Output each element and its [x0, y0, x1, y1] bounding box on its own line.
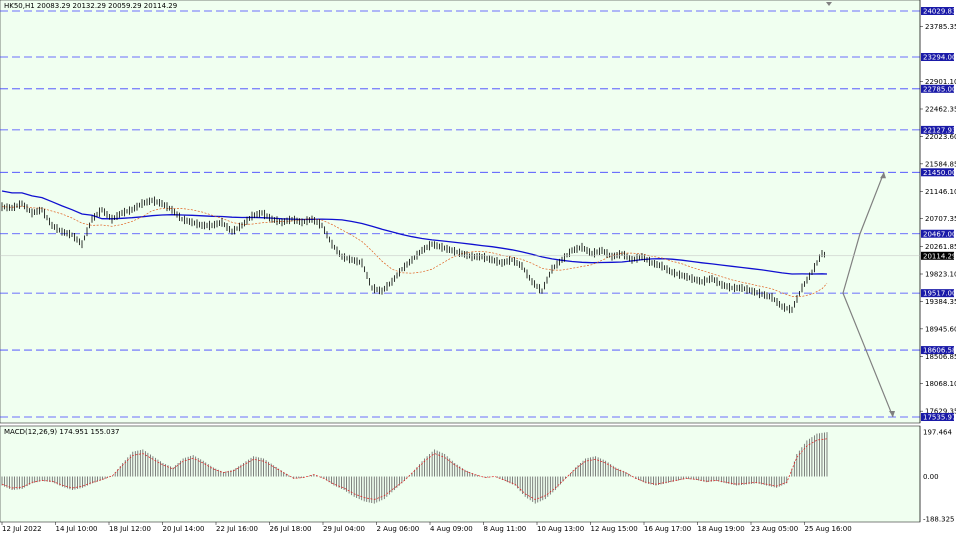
main-plot-area[interactable] — [0, 0, 921, 424]
level-label-bg — [921, 289, 954, 298]
level-label: 17535.97 — [923, 414, 956, 422]
level-label: 21450.00 — [923, 169, 956, 177]
macd-axis: 197.464 0.00 -188.325 — [919, 426, 954, 524]
time-tick-label: 20 Jul 14:00 — [163, 525, 205, 533]
level-label: 23294.00 — [923, 54, 956, 62]
level-label-bg — [921, 346, 954, 355]
price-tick-label: 20261.85 — [925, 243, 956, 251]
ma-short-line — [1, 205, 828, 297]
level-label-bg — [921, 413, 954, 421]
macd-tick-label: -188.325 — [923, 516, 954, 524]
price-tick-label: 21584.85 — [925, 160, 956, 168]
projection-up-arrow[interactable] — [842, 172, 885, 294]
chart-shift-marker-icon[interactable] — [826, 2, 832, 6]
macd-histogram — [1, 432, 828, 504]
macd-title: MACD(12,26,9) 174.951 155.037 — [4, 428, 120, 436]
macd-tick-label: 197.464 — [923, 429, 952, 437]
arrow-head-up-icon — [880, 172, 886, 179]
price-tick-label: 17629.35 — [925, 408, 956, 416]
level-label: 18606.58 — [923, 347, 956, 355]
time-tick-label: 4 Aug 09:00 — [430, 525, 473, 533]
projection-arrows — [842, 172, 895, 418]
time-tick-label: 18 Jul 12:00 — [109, 525, 151, 533]
time-tick-label: 2 Aug 06:00 — [377, 525, 420, 533]
time-tick-label: 18 Aug 19:00 — [698, 525, 745, 533]
price-tick-label: 19384.35 — [925, 298, 956, 306]
macd-signal-line — [1, 438, 828, 500]
ma-long-line — [1, 190, 828, 275]
price-tick-label: 19823.10 — [925, 271, 956, 279]
time-axis[interactable]: 12 Jul 2022 14 Jul 10:00 18 Jul 12:00 20 Ju… — [1, 522, 852, 533]
level-label-bg — [921, 53, 954, 62]
level-label: 22785.00 — [923, 85, 956, 93]
level-label: 19517.00 — [923, 290, 956, 298]
level-label-bg — [921, 84, 954, 93]
price-tick-label: 18506.85 — [925, 353, 956, 361]
time-tick-label: 14 Jul 10:00 — [56, 525, 98, 533]
time-tick-label: 23 Aug 05:00 — [751, 525, 798, 533]
time-tick-label: 25 Aug 16:00 — [805, 525, 852, 533]
price-axis[interactable]: 23785.35 22901.10 22462.35 22023.60 21584.85… — [0, 0, 956, 423]
level-label-bg — [921, 229, 954, 238]
level-label: 20467.00 — [923, 230, 956, 238]
level-label-bg — [921, 168, 954, 177]
level-label-bg — [921, 125, 954, 134]
price-tick-label: 22023.60 — [925, 133, 956, 141]
support-resistance-levels — [0, 10, 920, 418]
symbol-title: HK50,H1 20083.29 20132.29 20059.29 20114… — [4, 2, 177, 10]
level-label: 22127.93 — [923, 126, 956, 134]
level-label: 24029.83 — [923, 8, 956, 16]
time-tick-label: 29 Jul 04:00 — [323, 525, 365, 533]
time-tick-label: 12 Jul 2022 — [2, 525, 42, 533]
moving-averages — [1, 190, 828, 297]
price-candles — [1, 196, 825, 314]
time-tick-label: 8 Aug 11:00 — [484, 525, 527, 533]
price-tick-label: 18945.60 — [925, 325, 956, 333]
price-tick-label: 23785.35 — [925, 23, 956, 31]
price-tick-label: 22901.10 — [925, 78, 956, 86]
price-tick-label: 21146.10 — [925, 188, 956, 196]
time-tick-label: 10 Aug 13:00 — [537, 525, 584, 533]
arrow-head-down-icon — [889, 411, 895, 417]
time-tick-label: 26 Jul 18:00 — [270, 525, 312, 533]
level-price-labels: 24029.83 23294.00 22785.00 22127.93 21450.00… — [921, 7, 956, 422]
time-tick-label: 22 Jul 16:00 — [216, 525, 258, 533]
macd-tick-label: 0.00 — [923, 473, 939, 481]
price-tick-label: 20707.35 — [925, 215, 956, 223]
level-label-bg — [921, 7, 954, 15]
projection-down-arrow[interactable] — [842, 292, 894, 418]
time-tick-label: 16 Aug 17:00 — [644, 525, 691, 533]
price-tick-label: 18068.10 — [925, 380, 956, 388]
current-price-label: 20114.29 — [923, 252, 956, 260]
time-tick-label: 12 Aug 15:00 — [591, 525, 638, 533]
current-price-bg — [921, 251, 954, 260]
price-tick-label: 22462.35 — [925, 105, 956, 113]
